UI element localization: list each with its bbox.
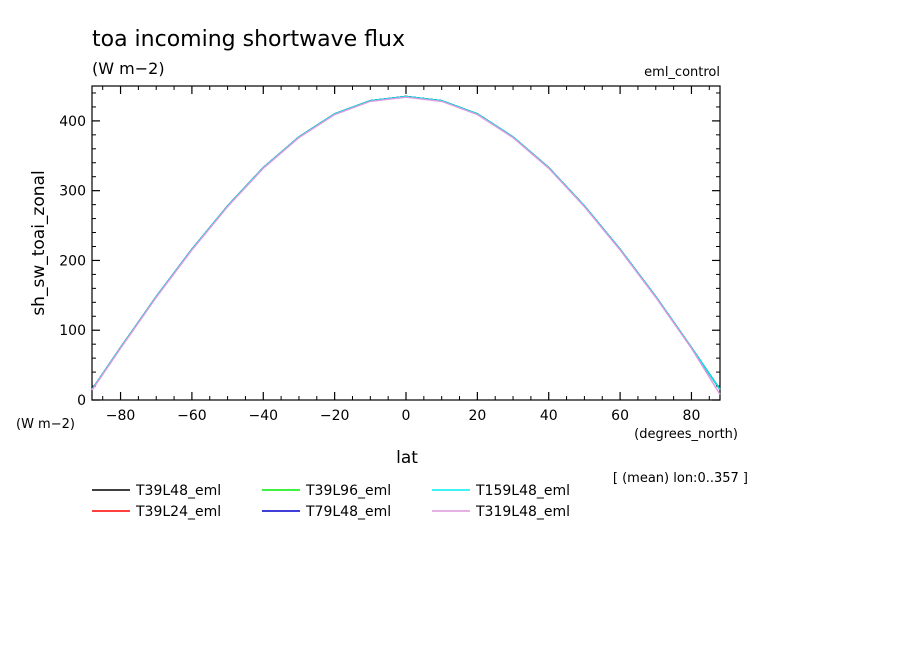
chart-units: (W m−2) (92, 59, 165, 78)
series-line-t79l48-eml (91, 95, 721, 390)
x-tick-label: −60 (177, 408, 207, 424)
legend-label: T39L96_eml (305, 483, 391, 499)
x-tick-label: −40 (248, 408, 278, 424)
legend-label: T39L24_eml (135, 504, 221, 520)
legend-label: T39L48_eml (135, 483, 221, 499)
legend-item: T39L24_eml (92, 504, 221, 520)
x-tick-label: 0 (402, 408, 411, 424)
x-tick-label: 40 (540, 408, 558, 424)
y-tick-label: 400 (59, 114, 86, 130)
series-line-t319l48-eml (91, 96, 721, 395)
y-tick-label: 0 (77, 393, 86, 409)
legend-label: T79L48_eml (305, 504, 391, 520)
mean-note: [ (mean) lon:0..357 ] (613, 471, 748, 486)
legend-item: T79L48_eml (262, 504, 391, 520)
major-ticks (92, 86, 720, 401)
x-tick-labels: −80 −60 −40 −20 0 20 40 60 80 (106, 408, 701, 424)
x-tick-label: −80 (106, 408, 136, 424)
legend-label: T159L48_eml (475, 483, 570, 499)
series-line-t159l48-eml (91, 95, 721, 390)
chart-title: toa incoming shortwave flux (92, 27, 405, 52)
series-line-t39l24-eml (91, 95, 721, 390)
legend-item: T319L48_eml (432, 504, 570, 520)
series-line-t39l48-eml (91, 95, 721, 390)
x-tick-label: −20 (320, 408, 350, 424)
series-line-t39l96-eml (91, 95, 721, 390)
y-axis-label: sh_sw_toai_zonal (29, 170, 49, 315)
minor-ticks (92, 86, 720, 400)
experiment-label: eml_control (644, 65, 720, 80)
legend: T39L48_eml T39L24_eml T39L96_eml T79L48_eml… (92, 483, 570, 520)
y-tick-labels: 0 100 200 300 400 (59, 114, 86, 409)
y-tick-label: 100 (59, 323, 86, 339)
x-axis-label: lat (396, 448, 418, 468)
y-tick-label: 200 (59, 253, 86, 269)
plot-frame (91, 85, 721, 401)
x-tick-label: 20 (468, 408, 486, 424)
x-units-label: (degrees_north) (634, 427, 738, 442)
x-tick-label: 80 (683, 408, 701, 424)
legend-item: T39L96_eml (262, 483, 391, 499)
legend-item: T39L48_eml (92, 483, 221, 499)
y-units-label: (W m−2) (16, 417, 75, 432)
legend-item: T159L48_eml (432, 483, 570, 499)
y-tick-label: 300 (59, 184, 86, 200)
series-lines (91, 95, 721, 395)
x-tick-label: 60 (611, 408, 629, 424)
legend-label: T319L48_eml (475, 504, 570, 520)
